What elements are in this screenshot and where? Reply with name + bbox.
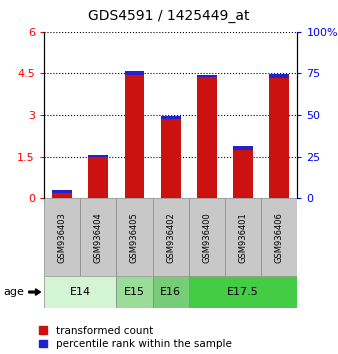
Text: GSM936404: GSM936404 (94, 212, 103, 263)
Text: E16: E16 (160, 287, 181, 297)
Bar (189, 198, 225, 276)
Bar (197, 75, 217, 77)
Bar (269, 79, 289, 198)
Text: E15: E15 (124, 287, 145, 297)
Text: GSM936401: GSM936401 (239, 212, 248, 263)
Bar (152, 198, 189, 276)
Bar (88, 158, 108, 198)
Bar (152, 276, 189, 308)
Text: age: age (3, 287, 24, 297)
Bar (44, 276, 116, 308)
Bar (44, 198, 80, 276)
Bar (261, 198, 297, 276)
Bar (116, 198, 152, 276)
Text: GSM936400: GSM936400 (202, 212, 211, 263)
Bar (161, 116, 180, 119)
Bar (116, 276, 152, 308)
Text: GSM936402: GSM936402 (166, 212, 175, 263)
Text: GSM936406: GSM936406 (275, 212, 284, 263)
Legend: transformed count, percentile rank within the sample: transformed count, percentile rank withi… (39, 326, 232, 349)
Text: E17.5: E17.5 (227, 287, 259, 297)
Bar (88, 155, 108, 158)
Bar (124, 75, 144, 198)
Text: GSM936403: GSM936403 (57, 212, 67, 263)
Bar (233, 147, 253, 150)
Text: GDS4591 / 1425449_at: GDS4591 / 1425449_at (88, 9, 250, 23)
Bar (189, 276, 297, 308)
Bar (124, 71, 144, 75)
Bar (161, 119, 180, 198)
Bar (269, 74, 289, 79)
Bar (80, 198, 116, 276)
Text: GSM936405: GSM936405 (130, 212, 139, 263)
Bar (197, 77, 217, 198)
Bar (225, 198, 261, 276)
Text: E14: E14 (70, 287, 91, 297)
Bar (52, 190, 72, 193)
Bar (233, 150, 253, 198)
Bar (52, 193, 72, 198)
